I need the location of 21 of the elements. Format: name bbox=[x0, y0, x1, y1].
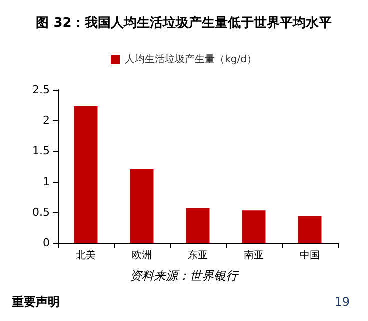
text: 19 bbox=[334, 295, 350, 309]
y-tick-label: 2 bbox=[43, 114, 50, 128]
x-tick-label: 南亚 bbox=[244, 250, 264, 262]
bar bbox=[74, 106, 98, 243]
x-tick-label: 东亚 bbox=[188, 250, 208, 262]
chart-title: 图 32：我国人均生活垃圾产生量低于世界平均水平 bbox=[36, 15, 332, 31]
y-tick-label: 2.5 bbox=[32, 84, 50, 96]
y-tick-label: 1 bbox=[43, 175, 50, 188]
bar bbox=[242, 210, 266, 243]
bar bbox=[186, 208, 210, 243]
legend-label: 人均生活垃圾产生量（kg/d） bbox=[125, 54, 257, 66]
text: 资料来源：世界银行 bbox=[130, 269, 240, 283]
x-tick-label: 中国 bbox=[300, 250, 320, 262]
y-tick-label: 1.5 bbox=[32, 144, 50, 158]
text: 重要声明 bbox=[11, 295, 60, 309]
bar bbox=[130, 170, 154, 243]
y-tick-label: 0 bbox=[43, 236, 50, 250]
bar bbox=[298, 216, 322, 243]
y-tick-label: 0.5 bbox=[32, 206, 50, 219]
x-tick-label: 北美 bbox=[76, 250, 96, 262]
x-tick-label: 欧洲 bbox=[132, 250, 152, 262]
